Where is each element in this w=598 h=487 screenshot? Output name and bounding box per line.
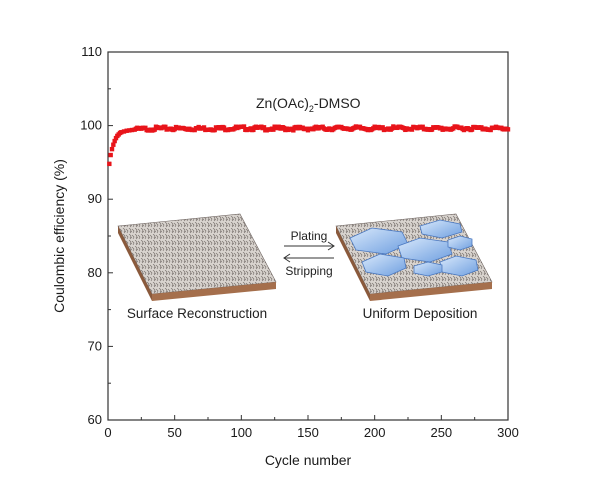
data-point xyxy=(152,127,157,132)
x-tick-label: 0 xyxy=(104,425,111,440)
data-series xyxy=(107,124,511,167)
zinc-hexagon-plates xyxy=(349,219,479,277)
data-point xyxy=(469,127,475,132)
series-label-subscript: 2 xyxy=(309,104,314,114)
data-point xyxy=(429,127,435,132)
y-tick-label: 80 xyxy=(88,265,102,280)
uniform-deposition-slab xyxy=(335,213,493,301)
x-tick-label: 50 xyxy=(167,425,181,440)
data-point xyxy=(124,128,129,133)
surface-reconstruction-slab xyxy=(117,213,277,301)
y-tick-label: 60 xyxy=(88,412,102,427)
data-point xyxy=(271,127,276,132)
y-tick-label: 100 xyxy=(80,118,102,133)
data-point xyxy=(163,124,168,130)
data-point xyxy=(221,125,227,130)
y-tick-label: 90 xyxy=(88,191,102,206)
data-point xyxy=(121,129,127,134)
uniform-deposition-label: Uniform Deposition xyxy=(363,306,478,321)
data-point xyxy=(129,127,135,133)
data-point xyxy=(201,125,207,130)
data-point xyxy=(241,124,247,129)
data-point xyxy=(143,125,148,131)
x-axis-title: Cycle number xyxy=(265,452,352,468)
data-point xyxy=(291,128,296,133)
data-point xyxy=(251,127,256,133)
data-point xyxy=(420,124,425,130)
data-point xyxy=(127,128,132,133)
y-axis-title: Coulombic efficiency (%) xyxy=(51,159,67,313)
x-tick-label: 150 xyxy=(297,425,319,440)
series-label: Zn(OAc)2-DMSO xyxy=(256,95,361,114)
data-point xyxy=(409,127,415,132)
data-point xyxy=(119,130,124,135)
data-point xyxy=(107,161,112,167)
data-point xyxy=(261,125,267,130)
surface-reconstruction-label: Surface Reconstruction xyxy=(127,306,267,321)
data-point xyxy=(505,127,511,132)
series-label-suffix: -DMSO xyxy=(314,95,361,111)
x-tick-label: 300 xyxy=(497,425,519,440)
plating-label: Plating xyxy=(291,229,328,243)
y-tick-label: 70 xyxy=(88,338,102,353)
axis-ticks xyxy=(107,51,509,421)
series-label-main: Zn(OAc) xyxy=(256,95,309,111)
x-tick-label: 200 xyxy=(364,425,386,440)
x-tick-label: 250 xyxy=(430,425,452,440)
stripping-label: Stripping xyxy=(285,264,332,278)
y-tick-label: 110 xyxy=(81,44,102,59)
data-point xyxy=(108,152,113,158)
data-point xyxy=(111,142,116,147)
data-point xyxy=(380,125,385,130)
data-point xyxy=(212,127,217,133)
data-point xyxy=(109,146,115,152)
axis-tick-labels: 0 50 100 150 200 250 300 60 70 80 90 100 110 xyxy=(80,44,519,440)
data-point xyxy=(112,138,117,144)
x-tick-label: 100 xyxy=(230,425,252,440)
data-point xyxy=(488,127,493,133)
plating-stripping-arrows xyxy=(283,241,335,263)
data-point xyxy=(113,135,119,141)
